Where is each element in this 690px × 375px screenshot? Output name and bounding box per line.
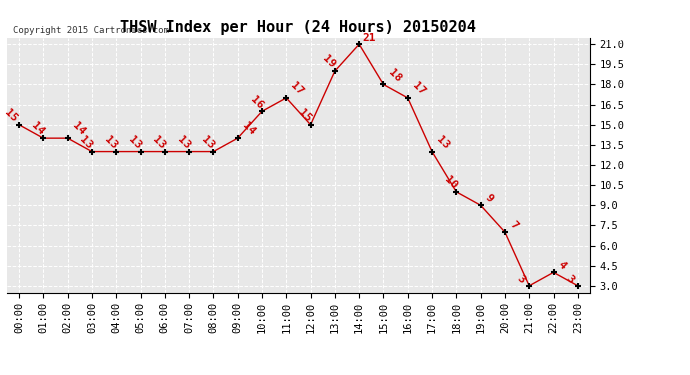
Text: 3: 3 <box>515 273 527 285</box>
Text: 14: 14 <box>70 121 87 137</box>
Text: 13: 13 <box>127 134 144 151</box>
Text: 19: 19 <box>321 54 337 70</box>
Text: 14: 14 <box>30 121 46 137</box>
Text: 16: 16 <box>248 94 265 111</box>
Text: 17: 17 <box>289 81 306 97</box>
Title: THSW Index per Hour (24 Hours) 20150204: THSW Index per Hour (24 Hours) 20150204 <box>121 20 476 35</box>
Text: 13: 13 <box>175 134 192 151</box>
Text: 10: 10 <box>442 174 459 191</box>
Text: 13: 13 <box>78 134 95 151</box>
Text: 14: 14 <box>241 121 257 137</box>
Text: 15: 15 <box>2 107 19 124</box>
Text: 13: 13 <box>102 134 119 151</box>
Text: THSW  (°F): THSW (°F) <box>604 33 666 44</box>
Text: 13: 13 <box>199 134 216 151</box>
Text: 15: 15 <box>297 107 313 124</box>
Text: 7: 7 <box>508 219 520 231</box>
Text: 3: 3 <box>564 273 575 285</box>
Text: 17: 17 <box>411 81 427 97</box>
Text: 21: 21 <box>362 33 375 44</box>
Text: 4: 4 <box>556 260 568 272</box>
Text: 13: 13 <box>151 134 168 151</box>
Text: 13: 13 <box>435 134 451 151</box>
Text: Copyright 2015 Cartronics.com: Copyright 2015 Cartronics.com <box>12 26 168 35</box>
Text: 9: 9 <box>484 193 495 204</box>
Text: 18: 18 <box>386 67 403 84</box>
